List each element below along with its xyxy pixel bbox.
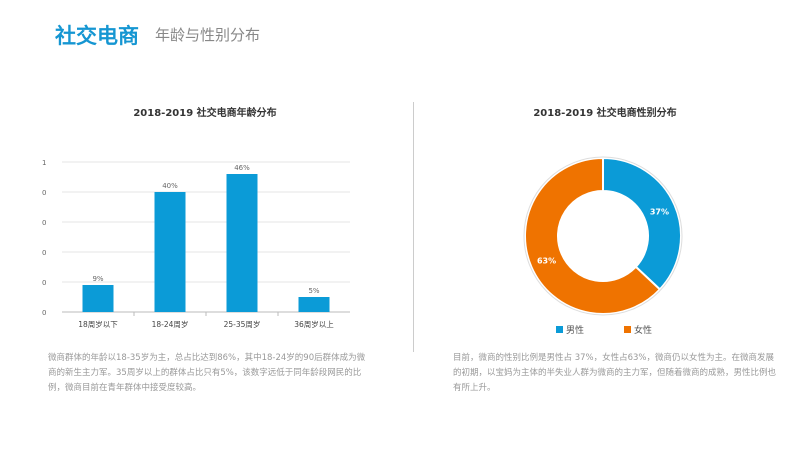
- data-label: 37%: [650, 208, 669, 217]
- donut-outline: [523, 156, 683, 316]
- age-chart-title: 2018-2019 社交电商年龄分布: [133, 108, 277, 119]
- y-tick-label: 0: [42, 189, 46, 197]
- legend-male: 男性: [556, 323, 584, 336]
- legend-label: 男性: [566, 326, 585, 336]
- y-tick-label: 1: [42, 159, 46, 167]
- data-label: 9%: [92, 275, 103, 283]
- data-label: 46%: [234, 164, 250, 172]
- x-tick-label: 36周岁以上: [294, 319, 334, 329]
- legend-female: 女性: [624, 323, 652, 336]
- legend-swatch-female: [624, 326, 631, 333]
- y-tick-label: 0: [42, 249, 46, 257]
- age-description: 微商群体的年龄以18-35岁为主，总占比达到86%，其中18-24岁的90后群体…: [48, 353, 366, 393]
- x-tick-label: 25-35周岁: [224, 319, 261, 329]
- legend-label: 女性: [634, 326, 653, 336]
- data-label: 40%: [162, 182, 178, 190]
- y-tick-label: 0: [42, 219, 46, 227]
- y-tick-label: 0: [42, 279, 46, 287]
- gender-chart-title: 2018-2019 社交电商性别分布: [533, 108, 677, 119]
- gender-donut-chart: 37% 63%: [523, 156, 683, 316]
- donut-slice: [602, 156, 682, 291]
- bar: [154, 192, 186, 312]
- age-bar-chart: 0 0 0 0 0 1 9% 18周岁以下 40% 18-24周岁 46% 25-35周岁 5% 36周岁…: [42, 159, 350, 329]
- page-title: 社交电商: [55, 24, 139, 48]
- x-tick-label: 18周岁以下: [78, 319, 118, 329]
- donut-slice: [524, 156, 662, 315]
- page-subtitle: 年龄与性别分布: [155, 26, 261, 44]
- legend-swatch-male: [556, 326, 563, 333]
- y-tick-label: 0: [42, 309, 46, 317]
- divider: [413, 102, 414, 352]
- data-label: 63%: [537, 256, 556, 265]
- gender-description: 目前，微商的性别比例是男性占 37%，女性占63%，微商仍以女性为主。在微商发展…: [453, 353, 777, 393]
- bar: [82, 285, 114, 312]
- bar: [226, 174, 258, 312]
- x-tick-label: 18-24周岁: [152, 319, 189, 329]
- bar: [298, 297, 330, 312]
- data-label: 5%: [308, 287, 319, 295]
